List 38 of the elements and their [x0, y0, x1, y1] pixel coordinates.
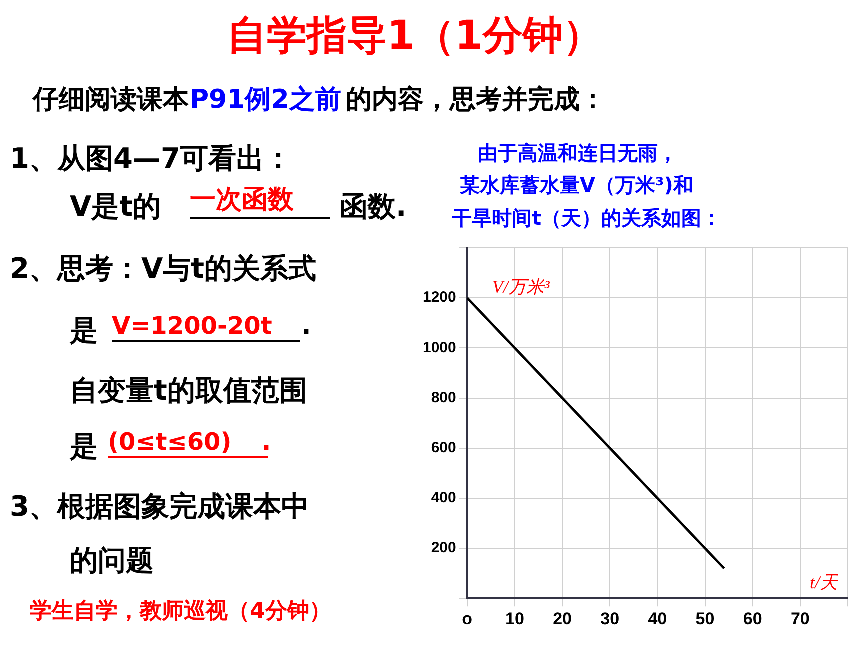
chart-title: 自学指导1（1分钟） [226, 12, 604, 61]
text: . [262, 428, 272, 456]
text: 2、思考：V与t的关系式 [10, 251, 317, 287]
x-tick-label: 20 [553, 609, 572, 628]
text: 函数. [340, 189, 407, 225]
text: (0≤t≤60) [108, 428, 232, 456]
text: 由于高温和连日无雨， [478, 140, 678, 167]
text: 是 [70, 429, 98, 465]
y-axis-title: V/万米³ [492, 277, 550, 297]
text: 学生自学，教师巡视（4分钟） [30, 598, 332, 626]
x-tick-label: o [462, 609, 473, 628]
text: 干旱时间t（天）的关系如图： [452, 205, 722, 232]
text: 的问题 [70, 543, 154, 579]
x-tick-label: 10 [505, 609, 524, 628]
x-axis-title: t/天 [810, 572, 839, 593]
text: 的内容，思考并完成： [346, 84, 606, 117]
text: 自变量t的取值范围 [70, 373, 308, 409]
text: 仔细阅读课本 [33, 84, 189, 117]
y-tick-label: 400 [431, 490, 456, 507]
text: 1、从图4—7可看出： [10, 141, 292, 177]
y-tick-label: 600 [431, 439, 456, 456]
text: 是 [70, 313, 98, 349]
y-tick-label: 200 [431, 540, 456, 557]
text: V是t的 [70, 189, 162, 225]
text: 一次函数 [190, 182, 330, 219]
y-tick-label: 1000 [422, 339, 456, 356]
text: . [302, 312, 312, 340]
x-tick-label: 50 [696, 609, 715, 628]
text: 3、根据图象完成课本中 [10, 489, 310, 525]
x-tick-label: 70 [790, 609, 810, 628]
x-tick-label: 40 [648, 609, 668, 628]
text: 某水库蓄水量V（万米³)和 [460, 172, 694, 199]
text: V=1200-20t [112, 312, 300, 342]
x-tick-label: 30 [600, 609, 620, 628]
text: P91例2之前 [190, 84, 342, 117]
y-tick-label: 1200 [422, 289, 456, 306]
y-tick-label: 800 [431, 389, 456, 406]
x-tick-label: 60 [743, 609, 762, 628]
